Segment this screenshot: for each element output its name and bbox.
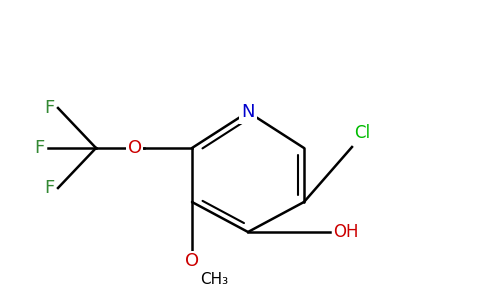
Text: N: N	[241, 103, 255, 121]
Text: F: F	[45, 179, 55, 197]
Text: O: O	[128, 139, 142, 157]
Text: CH₃: CH₃	[200, 272, 228, 287]
Text: F: F	[35, 139, 45, 157]
Text: F: F	[45, 99, 55, 117]
Text: O: O	[185, 252, 199, 270]
Text: Cl: Cl	[354, 124, 370, 142]
Text: OH: OH	[333, 223, 359, 241]
